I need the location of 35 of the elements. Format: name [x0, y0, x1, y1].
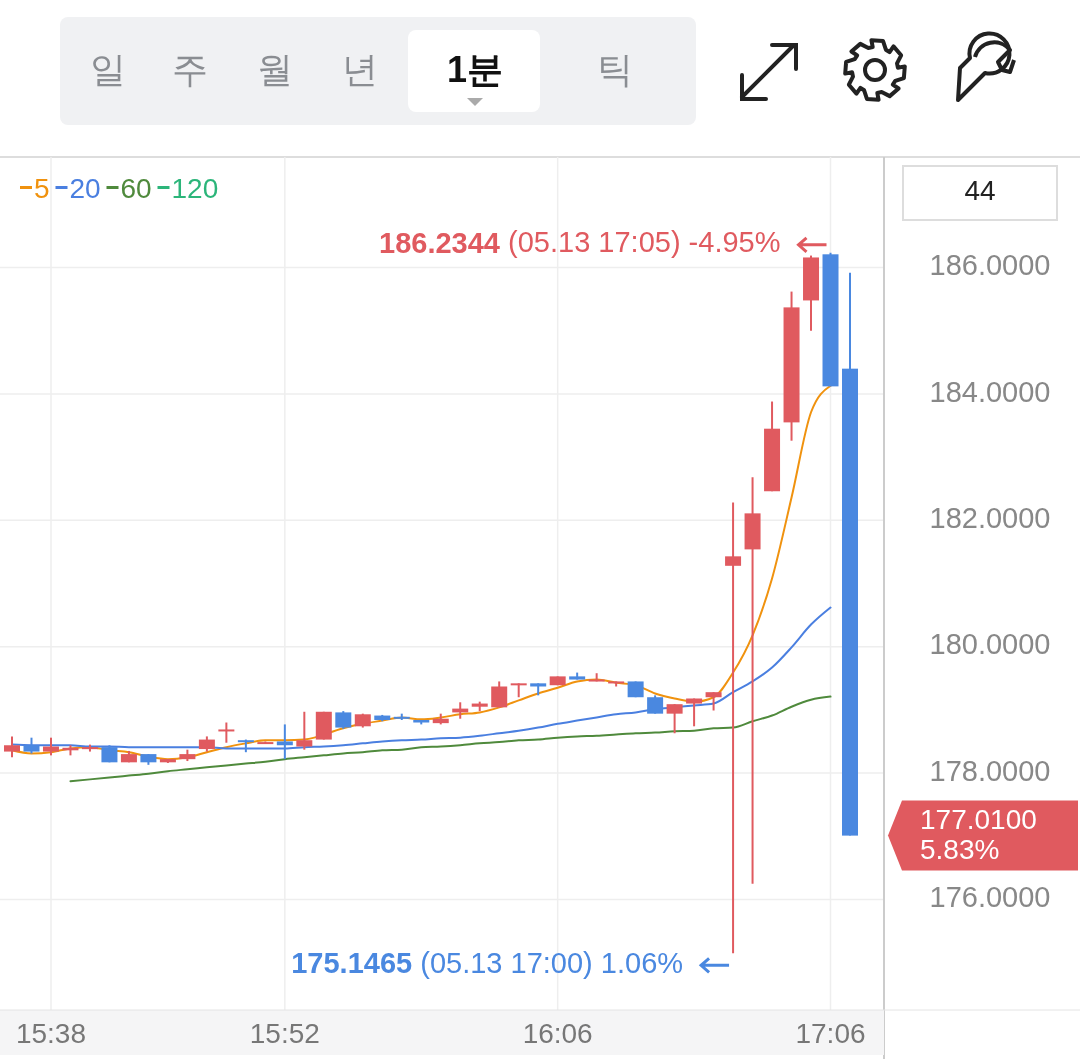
- text: 년: [342, 48, 378, 90]
- text: 주: [172, 48, 208, 90]
- text: 일: [90, 48, 126, 90]
- candlestick: [666, 703, 683, 735]
- legend-label: 60: [120, 173, 152, 204]
- legend-label: 20: [69, 173, 101, 204]
- x-tick-label: 15:52: [249, 1018, 320, 1050]
- y-tick-label: 178.0000: [929, 754, 1051, 787]
- x-tick-label: 16:06: [522, 1018, 593, 1050]
- candlestick: [744, 476, 761, 885]
- annotation: 186.2344 (05.13 17:05) -4.95%: [379, 226, 781, 259]
- text: 월: [257, 48, 293, 90]
- candlestick: [4, 735, 20, 759]
- x-tick-label: 15:38: [15, 1018, 87, 1050]
- y-tick-label: 176.0000: [929, 881, 1051, 914]
- text: 1분: [446, 48, 504, 90]
- candlestick: [647, 694, 664, 715]
- legend-label: 120: [171, 173, 219, 204]
- y-tick-label: 186.0000: [929, 249, 1051, 282]
- text: 177.0100 5.83%: [920, 804, 1037, 865]
- text: 44: [964, 175, 996, 207]
- text: 틱: [597, 48, 633, 90]
- line-series: [69, 695, 832, 783]
- candlestick: [705, 691, 722, 712]
- candlestick: [725, 501, 742, 955]
- candlestick: [491, 680, 508, 709]
- y-tick-label: 180.0000: [929, 628, 1051, 661]
- legend-label: 5: [34, 173, 50, 204]
- x-tick-label: 17:06: [795, 1018, 866, 1050]
- candlestick: [218, 721, 235, 744]
- candlestick: [296, 710, 313, 751]
- y-tick-label: 184.0000: [929, 375, 1051, 408]
- y-tick-label: 182.0000: [929, 501, 1051, 534]
- annotation: 175.1465 (05.13 17:00) 1.06%: [291, 947, 684, 980]
- candlestick: [686, 697, 703, 728]
